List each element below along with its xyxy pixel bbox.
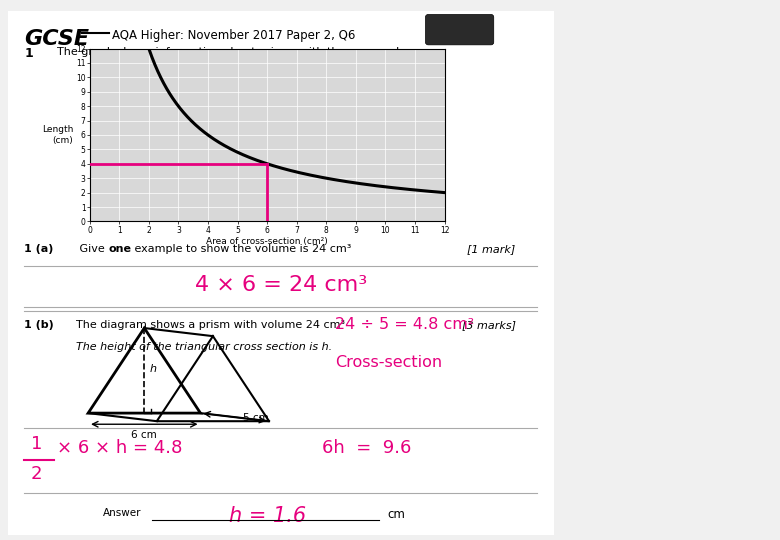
Text: 6×6÷=4: 6×6÷=4 xyxy=(437,17,470,26)
Y-axis label: Length
(cm): Length (cm) xyxy=(42,125,73,145)
X-axis label: Area of cross-section (cm²): Area of cross-section (cm²) xyxy=(206,238,328,246)
Text: 1 (a): 1 (a) xyxy=(24,244,54,254)
Text: 1: 1 xyxy=(24,48,33,60)
Text: The graph shows information about prisms with the same volume.: The graph shows information about prisms… xyxy=(57,48,427,57)
Text: The height of the triangular cross section is h.: The height of the triangular cross secti… xyxy=(76,342,332,352)
Text: 2: 2 xyxy=(30,465,42,483)
Text: 1 (b): 1 (b) xyxy=(24,320,54,330)
Text: 1: 1 xyxy=(30,435,42,453)
Text: Answer: Answer xyxy=(103,509,142,518)
Text: one: one xyxy=(109,244,132,254)
Text: [3 marks]: [3 marks] xyxy=(462,320,516,330)
Text: GCSE: GCSE xyxy=(24,29,89,49)
Text: example to show the volume is 24 cm³: example to show the volume is 24 cm³ xyxy=(131,244,351,254)
Text: 24 ÷ 5 = 4.8 cm²: 24 ÷ 5 = 4.8 cm² xyxy=(335,317,474,332)
Text: × 6 × h = 4.8: × 6 × h = 4.8 xyxy=(57,438,183,457)
Text: AQA Higher: November 2017 Paper 2, Q6: AQA Higher: November 2017 Paper 2, Q6 xyxy=(112,29,355,42)
Text: h: h xyxy=(150,363,157,374)
Text: Give: Give xyxy=(76,244,108,254)
FancyBboxPatch shape xyxy=(2,5,559,540)
Text: 4 × 6 = 24 cm³: 4 × 6 = 24 cm³ xyxy=(195,275,367,295)
Text: h = 1.6: h = 1.6 xyxy=(229,506,306,526)
Text: [1 mark]: [1 mark] xyxy=(467,244,516,254)
Text: 6h  =  9.6: 6h = 9.6 xyxy=(321,438,411,457)
Text: Cross-section: Cross-section xyxy=(335,355,442,370)
FancyBboxPatch shape xyxy=(426,15,494,45)
Text: 6 cm: 6 cm xyxy=(131,430,158,440)
Text: cm: cm xyxy=(387,509,405,522)
Text: 5 cm: 5 cm xyxy=(243,413,268,423)
Text: The diagram shows a prism with volume 24 cm³: The diagram shows a prism with volume 24… xyxy=(76,320,346,330)
